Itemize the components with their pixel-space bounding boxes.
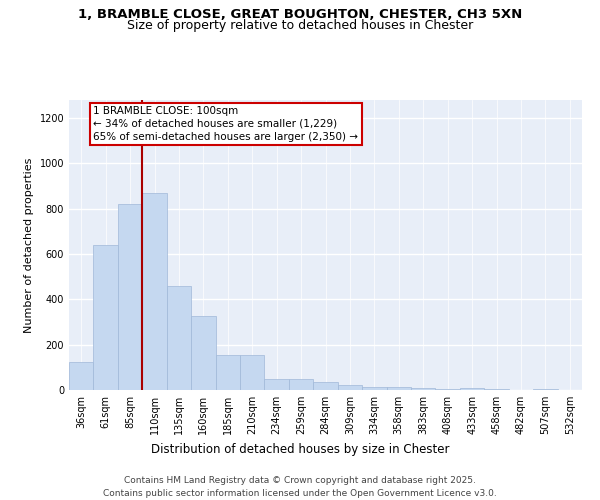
Text: 1, BRAMBLE CLOSE, GREAT BOUGHTON, CHESTER, CH3 5XN: 1, BRAMBLE CLOSE, GREAT BOUGHTON, CHESTE… <box>78 8 522 20</box>
Bar <box>191 316 215 390</box>
Y-axis label: Number of detached properties: Number of detached properties <box>24 158 34 332</box>
Text: 1 BRAMBLE CLOSE: 100sqm
← 34% of detached houses are smaller (1,229)
65% of semi: 1 BRAMBLE CLOSE: 100sqm ← 34% of detache… <box>94 106 358 142</box>
Text: Distribution of detached houses by size in Chester: Distribution of detached houses by size … <box>151 442 449 456</box>
Bar <box>386 386 411 390</box>
Text: Contains HM Land Registry data © Crown copyright and database right 2025.
Contai: Contains HM Land Registry data © Crown c… <box>103 476 497 498</box>
Bar <box>362 386 386 390</box>
Bar <box>533 389 557 390</box>
Bar <box>118 204 142 390</box>
Text: Size of property relative to detached houses in Chester: Size of property relative to detached ho… <box>127 19 473 32</box>
Bar <box>436 389 460 390</box>
Bar <box>167 286 191 390</box>
Bar <box>240 355 265 390</box>
Bar <box>460 388 484 390</box>
Bar <box>265 378 289 390</box>
Bar <box>94 245 118 390</box>
Bar <box>289 378 313 390</box>
Bar <box>411 388 436 390</box>
Bar <box>69 362 94 390</box>
Bar <box>215 355 240 390</box>
Bar <box>338 386 362 390</box>
Bar <box>313 382 338 390</box>
Bar <box>142 193 167 390</box>
